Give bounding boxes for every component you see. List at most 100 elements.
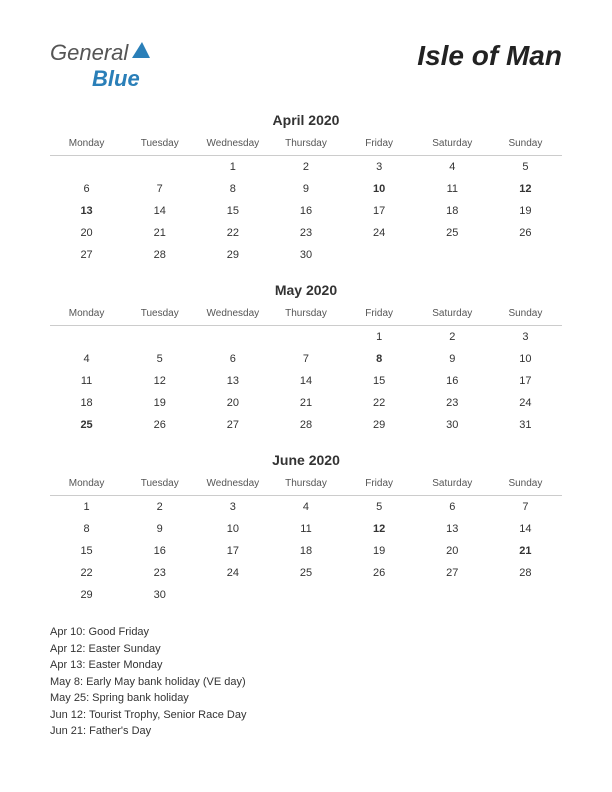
calendar-cell: 12	[343, 518, 416, 540]
calendar-cell: 1	[196, 156, 269, 179]
calendar-row: 123	[50, 326, 562, 349]
calendar-row: 22232425262728	[50, 562, 562, 584]
calendar-cell: 22	[196, 222, 269, 244]
day-header: Wednesday	[196, 134, 269, 156]
calendar-cell: 2	[123, 496, 196, 519]
calendar-cell: 15	[196, 200, 269, 222]
calendar-row: 27282930	[50, 244, 562, 266]
calendar-cell	[123, 156, 196, 179]
day-header: Wednesday	[196, 474, 269, 496]
calendar-row: 45678910	[50, 348, 562, 370]
day-header: Wednesday	[196, 304, 269, 326]
day-header: Monday	[50, 134, 123, 156]
day-header: Friday	[343, 304, 416, 326]
calendar-cell: 18	[416, 200, 489, 222]
day-header: Saturday	[416, 304, 489, 326]
day-header: Sunday	[489, 474, 562, 496]
month-title: June 2020	[50, 452, 562, 468]
logo: General Blue	[50, 40, 152, 92]
calendar-cell: 27	[50, 244, 123, 266]
calendar-cell: 30	[123, 584, 196, 606]
day-header: Thursday	[269, 474, 342, 496]
holiday-entry: Apr 10: Good Friday	[50, 624, 562, 641]
calendar-cell: 17	[489, 370, 562, 392]
month-block: May 2020MondayTuesdayWednesdayThursdayFr…	[50, 282, 562, 436]
calendar-row: 2930	[50, 584, 562, 606]
calendar-row: 1234567	[50, 496, 562, 519]
logo-text-general: General	[50, 40, 128, 65]
logo-text-wrap: General Blue	[50, 40, 152, 92]
calendar-cell: 20	[416, 540, 489, 562]
calendar-cell: 14	[269, 370, 342, 392]
calendar-cell: 14	[489, 518, 562, 540]
calendar-cell: 7	[123, 178, 196, 200]
holiday-entry: May 8: Early May bank holiday (VE day)	[50, 674, 562, 691]
calendar-row: 13141516171819	[50, 200, 562, 222]
calendar-row: 6789101112	[50, 178, 562, 200]
calendar-cell: 25	[416, 222, 489, 244]
day-header: Thursday	[269, 134, 342, 156]
calendar-cell: 3	[196, 496, 269, 519]
calendar-row: 25262728293031	[50, 414, 562, 436]
calendar-cell: 24	[343, 222, 416, 244]
calendar-cell: 30	[416, 414, 489, 436]
logo-sail-icon	[130, 40, 152, 60]
holiday-entry: Jun 12: Tourist Trophy, Senior Race Day	[50, 707, 562, 724]
holiday-entry: Apr 12: Easter Sunday	[50, 641, 562, 658]
calendar-cell: 6	[196, 348, 269, 370]
calendar-cell: 17	[196, 540, 269, 562]
calendar-cell: 18	[269, 540, 342, 562]
calendar-cell: 25	[50, 414, 123, 436]
calendar-cell: 18	[50, 392, 123, 414]
calendar-cell: 29	[196, 244, 269, 266]
day-header: Friday	[343, 134, 416, 156]
page-header: General Blue Isle of Man	[50, 40, 562, 92]
calendar-cell: 27	[416, 562, 489, 584]
month-title: May 2020	[50, 282, 562, 298]
region-title: Isle of Man	[417, 40, 562, 72]
calendar-row: 12345	[50, 156, 562, 179]
calendar-cell: 30	[269, 244, 342, 266]
calendar-cell: 24	[196, 562, 269, 584]
calendar-cell: 17	[343, 200, 416, 222]
calendar-row: 11121314151617	[50, 370, 562, 392]
calendar-cell: 12	[489, 178, 562, 200]
calendar-cell: 29	[343, 414, 416, 436]
day-header: Monday	[50, 474, 123, 496]
calendar-cell: 19	[489, 200, 562, 222]
calendar-row: 15161718192021	[50, 540, 562, 562]
calendar-cell	[343, 584, 416, 606]
calendar-cell	[269, 326, 342, 349]
holiday-entry: Jun 21: Father's Day	[50, 723, 562, 740]
calendar-cell: 8	[343, 348, 416, 370]
calendar-cell: 28	[123, 244, 196, 266]
calendar-cell: 2	[269, 156, 342, 179]
calendar-cell: 15	[343, 370, 416, 392]
calendar-cell: 10	[489, 348, 562, 370]
calendar-cell: 13	[416, 518, 489, 540]
month-block: June 2020MondayTuesdayWednesdayThursdayF…	[50, 452, 562, 606]
calendar-cell: 11	[416, 178, 489, 200]
calendar-cell: 20	[50, 222, 123, 244]
calendar-cell: 9	[269, 178, 342, 200]
calendar-cell: 4	[416, 156, 489, 179]
calendar-cell: 31	[489, 414, 562, 436]
calendar-cell: 21	[269, 392, 342, 414]
calendar-cell: 23	[269, 222, 342, 244]
calendar-cell	[196, 326, 269, 349]
calendar-cell: 13	[50, 200, 123, 222]
calendar-cell: 21	[123, 222, 196, 244]
calendar-cell	[343, 244, 416, 266]
calendar-cell: 1	[343, 326, 416, 349]
calendar-cell: 2	[416, 326, 489, 349]
calendar-cell: 25	[269, 562, 342, 584]
day-header: Sunday	[489, 134, 562, 156]
holiday-entry: May 25: Spring bank holiday	[50, 690, 562, 707]
calendar-cell: 26	[489, 222, 562, 244]
calendar-row: 20212223242526	[50, 222, 562, 244]
calendar-cell: 29	[50, 584, 123, 606]
day-header: Tuesday	[123, 474, 196, 496]
month-title: April 2020	[50, 112, 562, 128]
calendar-cell: 11	[269, 518, 342, 540]
calendar-cell	[489, 584, 562, 606]
